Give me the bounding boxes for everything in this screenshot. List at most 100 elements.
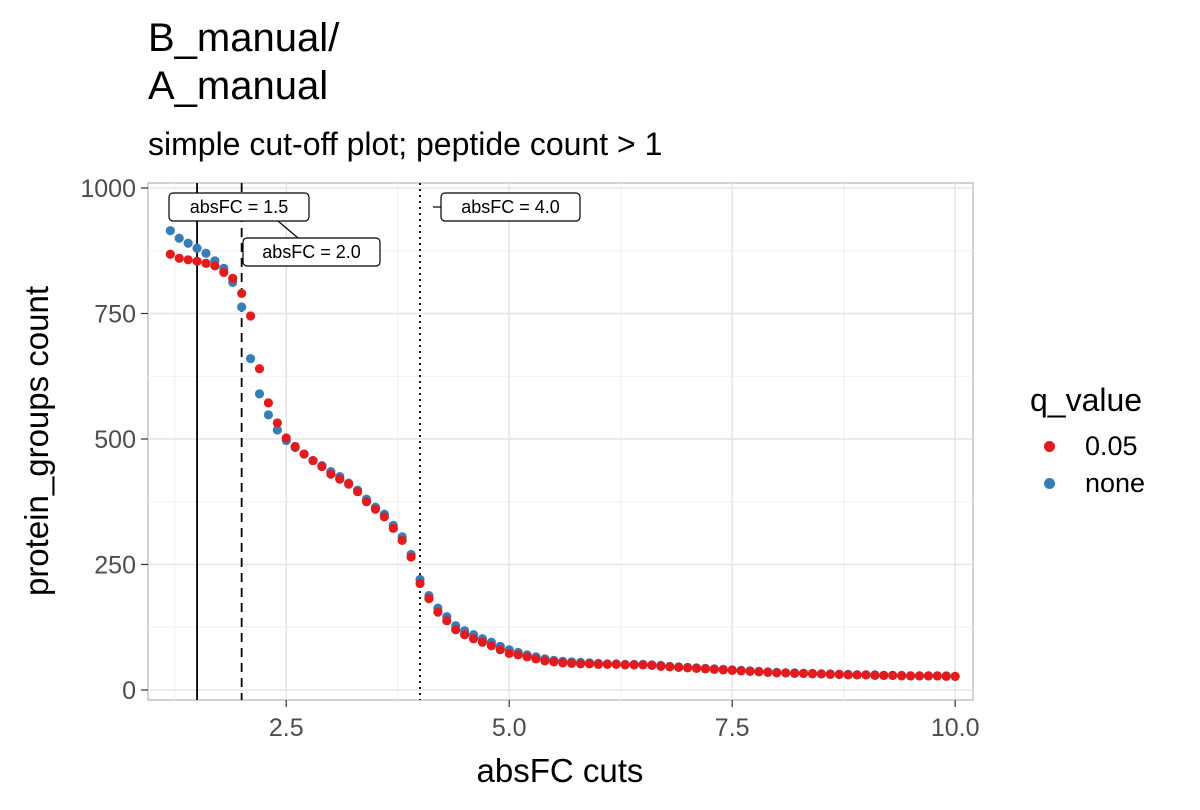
x-tick-label: 2.5 [269,714,304,742]
point-0-05 [674,662,684,672]
x-tick-label: 7.5 [715,714,750,742]
legend-item-0-05: 0.05 [1030,428,1145,465]
point-0-05 [317,461,327,472]
x-tick-label: 10.0 [931,714,980,742]
point-0-05 [174,253,184,263]
y-tick-label: 500 [94,426,136,454]
point-0-05 [468,634,479,644]
point-0-05 [228,273,238,283]
point-none [245,354,256,364]
point-0-05 [344,479,354,489]
point-0-05 [682,663,693,673]
point-0-05 [486,641,496,651]
point-0-05 [700,664,711,674]
point-0-05 [914,671,925,681]
point-0-05 [941,671,951,682]
legend-marker-0-05 [1044,441,1055,452]
point-0-05 [575,659,586,669]
point-0-05 [219,267,229,277]
point-0-05 [415,578,425,589]
point-none [183,238,193,248]
reference-line-labels: absFC = 1.5 absFC = 2.0 absFC = 4.0 [168,192,581,267]
point-none [263,410,274,420]
y-axis-label: protein_groups count [18,286,55,596]
point-0-05 [165,249,175,259]
point-0-05 [210,261,220,271]
point-0-05 [361,497,372,507]
chart-title-line-2: A_manual [148,64,329,108]
point-0-05 [798,668,809,678]
point-0-05 [932,671,942,681]
point-none [237,302,247,312]
point-0-05 [834,669,844,680]
point-0-05 [638,660,648,670]
point-0-05 [816,669,826,679]
point-0-05 [299,449,309,459]
point-0-05 [754,667,764,677]
point-0-05 [406,552,416,562]
legend: q_value 0.05 none [1030,380,1145,502]
point-0-05 [513,650,523,660]
point-0-05 [852,670,862,680]
point-0-05 [709,664,719,674]
legend-label-none: none [1085,468,1146,498]
point-none [254,389,265,399]
point-none [201,248,211,258]
chart-subtitle: simple cut-off plot; peptide count > 1 [148,126,663,162]
point-0-05 [727,665,737,675]
point-0-05 [790,668,800,678]
vline-label-dotted: absFC = 4.0 [461,197,560,217]
point-0-05 [183,255,193,265]
point-0-05 [451,625,461,635]
point-0-05 [772,668,782,678]
point-0-05 [950,671,960,682]
point-none [192,243,202,253]
point-0-05 [460,630,470,640]
point-0-05 [923,671,934,681]
point-0-05 [442,616,452,626]
point-0-05 [290,441,300,452]
point-0-05 [620,660,630,670]
point-0-05 [495,645,505,655]
point-none [272,425,282,435]
point-0-05 [807,669,818,679]
point-0-05 [272,418,282,428]
vline-label-solid: absFC = 1.5 [190,197,289,217]
point-0-05 [245,311,256,321]
data-points [165,226,960,682]
point-0-05 [263,398,274,408]
point-0-05 [888,670,898,681]
chart-title-line-1: B_manual/ [148,16,340,60]
point-0-05 [763,667,773,677]
point-0-05 [370,504,381,514]
vline-label-dashed: absFC = 2.0 [262,242,361,262]
point-0-05 [665,662,675,672]
axis-ticks: 2.5 5.0 7.5 10.0 0 250 500 750 1000 [80,175,979,742]
point-0-05 [745,666,755,676]
point-0-05 [433,607,443,617]
point-0-05 [477,637,488,647]
point-0-05 [540,656,550,666]
legend-title: q_value [1030,382,1143,418]
point-0-05 [558,658,568,668]
point-0-05 [879,670,889,681]
point-none [174,233,184,243]
point-0-05 [861,670,871,680]
point-0-05 [237,288,247,299]
point-0-05 [326,469,336,479]
point-0-05 [718,665,728,675]
point-0-05 [352,487,363,497]
point-0-05 [611,659,621,669]
point-0-05 [531,654,541,664]
point-0-05 [254,364,265,374]
point-0-05 [602,659,612,669]
point-0-05 [736,666,746,676]
label-box-solid [168,192,310,222]
point-0-05 [281,433,291,443]
legend-item-none: none [1030,465,1145,502]
x-tick-label: 5.0 [492,714,527,742]
point-0-05 [843,670,853,680]
y-tick-label: 750 [94,301,136,329]
y-tick-label: 0 [122,677,136,705]
